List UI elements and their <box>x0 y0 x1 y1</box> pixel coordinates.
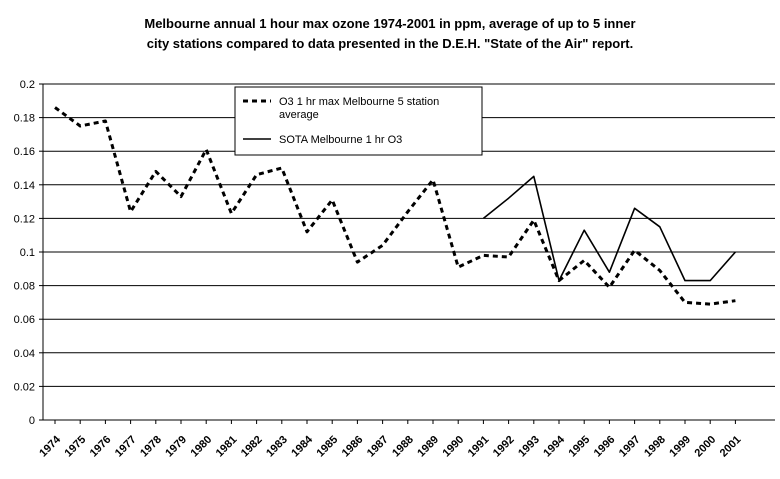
chart-title-line-2: city stations compared to data presented… <box>146 36 634 51</box>
legend-box <box>234 86 483 156</box>
x-tick-label: 1990 <box>441 434 467 460</box>
y-tick-label: 0 <box>29 415 35 427</box>
x-tick-label: 1984 <box>289 433 315 459</box>
chart-title: Melbourne annual 1 hour max ozone 1974-2… <box>0 14 780 54</box>
y-tick-label: 0.14 <box>14 180 35 192</box>
x-tick-label: 1991 <box>466 434 492 460</box>
y-tick-label: 0.1 <box>20 247 35 259</box>
x-tick-label: 1976 <box>88 434 114 460</box>
x-tick-label: 2000 <box>693 434 719 460</box>
legend-label: O3 1 hr max Melbourne 5 station <box>279 96 439 108</box>
x-tick-label: 1977 <box>113 434 139 460</box>
x-tick-label: 1994 <box>541 433 567 459</box>
x-tick-label: 1982 <box>239 434 265 460</box>
y-tick-label: 0.2 <box>20 79 35 91</box>
series-lines <box>54 106 737 306</box>
x-tick-label: 1980 <box>189 434 215 460</box>
x-tick-label: 1979 <box>163 434 189 460</box>
series-line-5-station-average <box>54 106 736 306</box>
y-tick-label: 0.02 <box>14 381 35 393</box>
x-tick-label: 1978 <box>138 434 164 460</box>
x-tick-label: 1997 <box>617 434 643 460</box>
y-tick-label: 0.16 <box>14 146 35 158</box>
x-tick-label: 1981 <box>214 434 240 460</box>
y-tick-label: 0.04 <box>14 348 35 360</box>
y-tick-labels: 0 0.02 0.04 0.06 0.08 0.1 0.12 0.14 0.16 0.18 0.2 <box>14 79 35 427</box>
x-tick-labels: 1974 1975 1976 1977 1978 1979 1980 1981 1982 1983… <box>37 433 743 459</box>
x-tick-label: 1992 <box>491 434 517 460</box>
legend-label: SOTA Melbourne 1 hr O3 <box>279 134 402 146</box>
x-tick-label: 1974 <box>37 433 63 459</box>
chart-title-line-1: Melbourne annual 1 hour max ozone 1974-2… <box>144 16 636 31</box>
y-tick-label: 0.08 <box>14 281 35 293</box>
x-tick-label: 1983 <box>264 434 290 460</box>
series-line-sota <box>482 175 737 282</box>
axes <box>39 83 775 424</box>
x-tick-label: 1988 <box>390 434 416 460</box>
legend-label: average <box>279 109 319 121</box>
x-tick-label: 1995 <box>567 434 593 460</box>
x-tick-label: 1989 <box>415 434 441 460</box>
x-tick-label: 1996 <box>592 434 618 460</box>
y-tick-label: 0.06 <box>14 314 35 326</box>
x-tick-label: 1986 <box>340 434 366 460</box>
x-tick-label: 1985 <box>315 434 341 460</box>
x-tick-label: 2001 <box>718 434 744 460</box>
y-tick-label: 0.12 <box>14 213 35 225</box>
y-tick-label: 0.18 <box>14 113 35 125</box>
gridlines <box>43 83 775 387</box>
x-tick-label: 1993 <box>516 434 542 460</box>
x-tick-label: 1987 <box>365 434 391 460</box>
x-tick-label: 1999 <box>667 434 693 460</box>
x-tick-label: 1975 <box>63 434 89 460</box>
x-tick-label: 1998 <box>642 434 668 460</box>
